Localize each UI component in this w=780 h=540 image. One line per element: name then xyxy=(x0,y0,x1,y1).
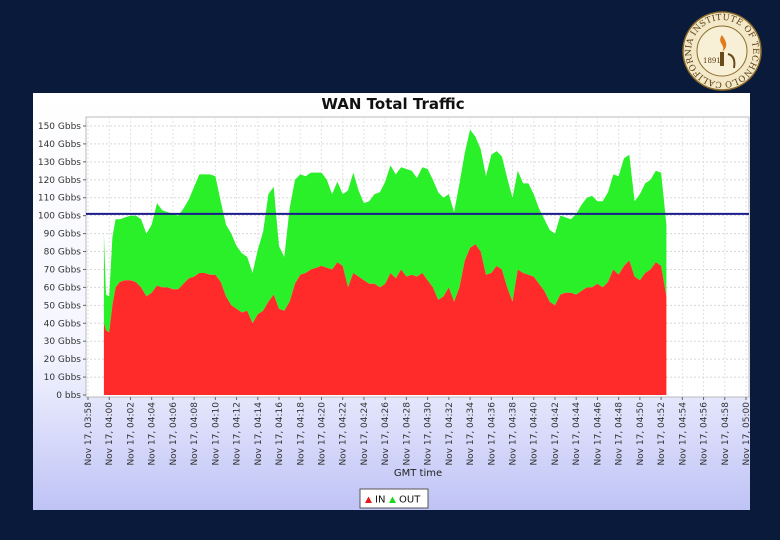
legend: IN OUT xyxy=(359,488,429,509)
area-series xyxy=(103,129,667,395)
legend-out-marker xyxy=(389,496,396,503)
x-axis-label: GMT time xyxy=(394,468,442,479)
x-tick-label: Nov 17, 04:42 xyxy=(551,402,561,466)
x-tick-label: Nov 17, 04:46 xyxy=(593,402,603,466)
y-tick-label: 0 bbs xyxy=(56,391,81,401)
x-tick-label: Nov 17, 04:12 xyxy=(233,402,243,466)
legend-box xyxy=(359,488,429,509)
x-tick-label: Nov 17, 04:30 xyxy=(424,402,434,466)
x-tick-label: Nov 17, 04:52 xyxy=(657,402,667,466)
y-tick-label: 110 Gbbs xyxy=(38,194,81,204)
seal-year: 1891 xyxy=(703,57,721,65)
x-axis: Nov 17, 03:58 Nov 17, 04:00 Nov 17, 04:02 N… xyxy=(84,397,750,466)
y-tick-label: 120 Gbbs xyxy=(38,176,81,186)
torch-handle-icon xyxy=(720,52,724,66)
x-tick-label: Nov 17, 04:26 xyxy=(381,402,391,466)
y-tick-label: 130 Gbbs xyxy=(38,158,81,168)
out-area xyxy=(103,129,667,333)
y-tick-label: 80 Gbbs xyxy=(44,248,82,258)
x-tick-label: Nov 17, 04:06 xyxy=(169,402,179,466)
x-tick-label: Nov 17, 04:24 xyxy=(360,402,370,466)
x-tick-label: Nov 17, 04:14 xyxy=(254,402,264,466)
x-tick-label: Nov 17, 04:56 xyxy=(700,402,710,466)
hand-icon xyxy=(727,53,736,69)
x-tick-label: Nov 17, 04:02 xyxy=(126,402,136,466)
y-tick-label: 50 Gbbs xyxy=(44,301,82,311)
seal-inner-ring xyxy=(696,25,748,77)
torch-flame-icon xyxy=(720,35,727,52)
x-tick-label: Nov 17, 04:18 xyxy=(296,402,306,466)
legend-in-marker xyxy=(365,496,372,503)
chart-title: WAN Total Traffic xyxy=(321,95,464,113)
y-tick-label: 10 Gbbs xyxy=(44,373,82,383)
x-tick-label: Nov 17, 04:36 xyxy=(487,402,497,466)
x-tick-label: Nov 17, 04:08 xyxy=(190,402,200,466)
y-tick-label: 30 Gbbs xyxy=(44,337,82,347)
y-tick-label: 100 Gbbs xyxy=(38,212,81,222)
in-area xyxy=(103,244,667,395)
x-tick-label: Nov 17, 04:28 xyxy=(402,402,412,466)
legend-in-label: IN xyxy=(375,495,385,506)
x-tick-label: Nov 17, 04:16 xyxy=(275,402,285,466)
x-tick-label: Nov 17, 04:00 xyxy=(105,402,115,466)
y-tick-label: 60 Gbbs xyxy=(44,283,82,293)
y-tick-label: 70 Gbbs xyxy=(44,265,82,275)
caltech-seal: CALIFORNIA INSTITUTE OF TECHNOLOGY 1891 xyxy=(672,10,762,91)
x-tick-label: Nov 17, 04:22 xyxy=(339,402,349,466)
y-tick-label: 150 Gbbs xyxy=(38,122,81,132)
x-tick-label: Nov 17, 04:04 xyxy=(148,402,158,466)
x-tick-label: Nov 17, 04:48 xyxy=(615,402,625,466)
y-tick-label: 90 Gbbs xyxy=(44,230,82,240)
x-tick-label: Nov 17, 04:50 xyxy=(636,402,646,466)
x-tick-label: Nov 17, 04:38 xyxy=(509,402,519,466)
chart-panel: WAN Total Traffic 0 bbs 10 Gbbs 20 Gbbs 30 … xyxy=(33,93,750,510)
y-tick-label: 140 Gbbs xyxy=(38,140,81,150)
x-tick-label: Nov 17, 04:34 xyxy=(466,402,476,466)
y-tick-label: 40 Gbbs xyxy=(44,319,82,329)
x-tick-label: Nov 17, 04:44 xyxy=(572,402,582,466)
x-tick-label: Nov 17, 04:20 xyxy=(317,402,327,466)
y-axis: 0 bbs 10 Gbbs 20 Gbbs 30 Gbbs 40 Gbbs 50 Gbbs… xyxy=(38,122,86,401)
x-tick-label: Nov 17, 04:32 xyxy=(445,402,455,466)
x-tick-label: Nov 17, 03:58 xyxy=(84,402,94,466)
x-tick-label: Nov 17, 04:10 xyxy=(211,402,221,466)
x-tick-label: Nov 17, 04:58 xyxy=(721,402,731,466)
x-tick-label: Nov 17, 05:00 xyxy=(742,402,750,466)
x-tick-label: Nov 17, 04:54 xyxy=(678,402,688,466)
y-tick-label: 20 Gbbs xyxy=(44,355,82,365)
x-tick-label: Nov 17, 04:40 xyxy=(530,402,540,466)
legend-out-label: OUT xyxy=(399,495,421,506)
